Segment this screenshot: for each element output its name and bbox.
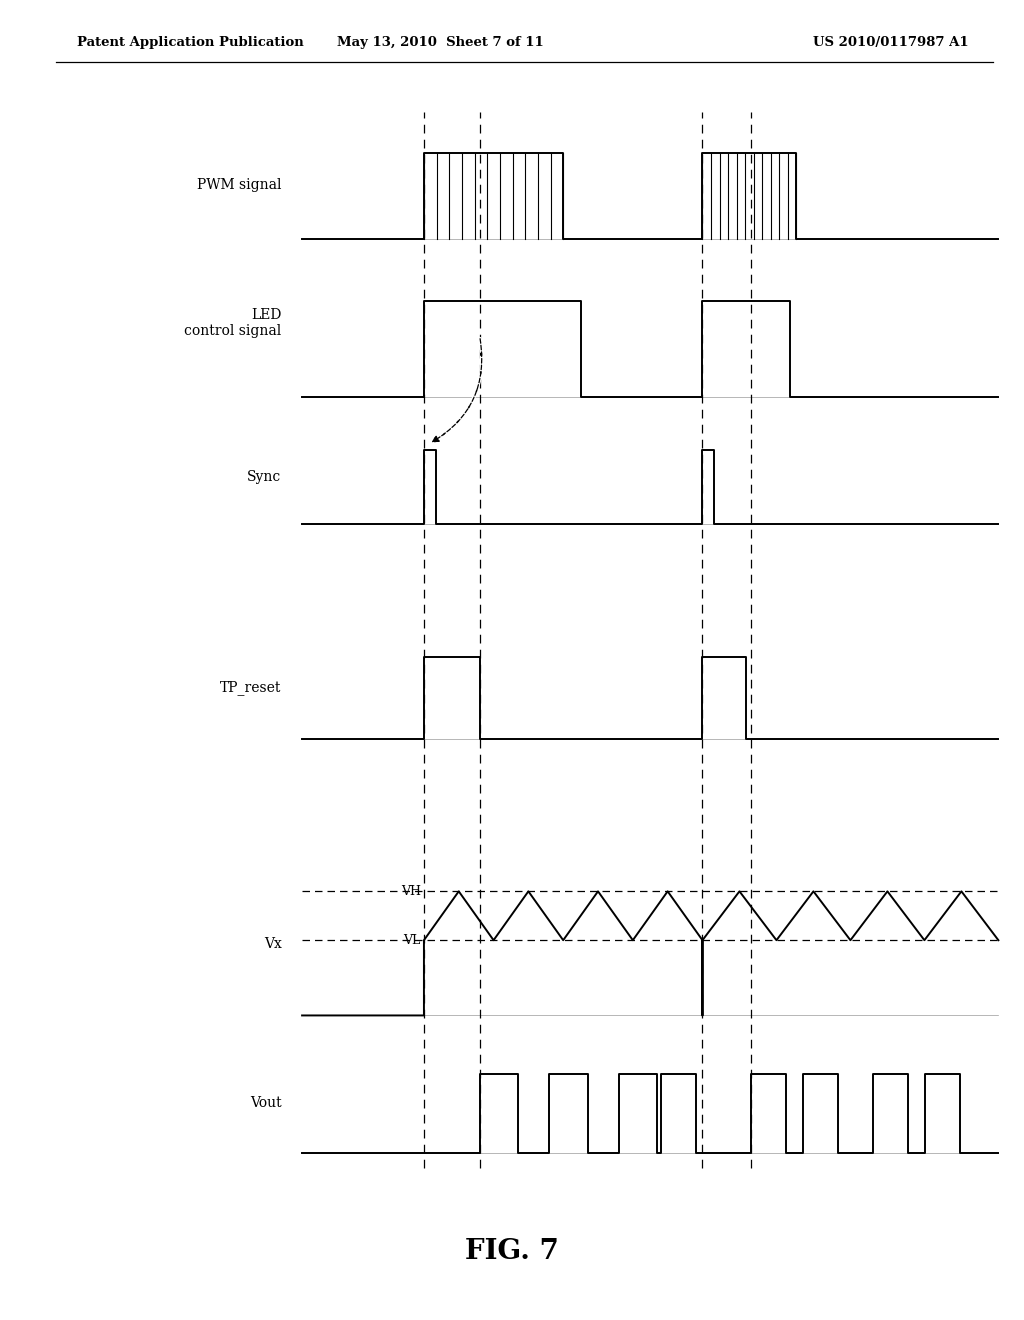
Text: FIG. 7: FIG. 7: [465, 1238, 559, 1265]
Text: VL: VL: [403, 933, 421, 946]
Text: Patent Application Publication: Patent Application Publication: [77, 36, 303, 49]
Text: Vout: Vout: [250, 1096, 282, 1110]
Text: VH: VH: [400, 884, 421, 898]
Text: TP_reset: TP_reset: [220, 680, 282, 694]
Text: PWM signal: PWM signal: [197, 177, 282, 191]
Text: Sync: Sync: [248, 470, 282, 484]
Text: Vx: Vx: [264, 937, 282, 950]
Text: LED
control signal: LED control signal: [184, 308, 282, 338]
Text: US 2010/0117987 A1: US 2010/0117987 A1: [813, 36, 969, 49]
Text: May 13, 2010  Sheet 7 of 11: May 13, 2010 Sheet 7 of 11: [337, 36, 544, 49]
